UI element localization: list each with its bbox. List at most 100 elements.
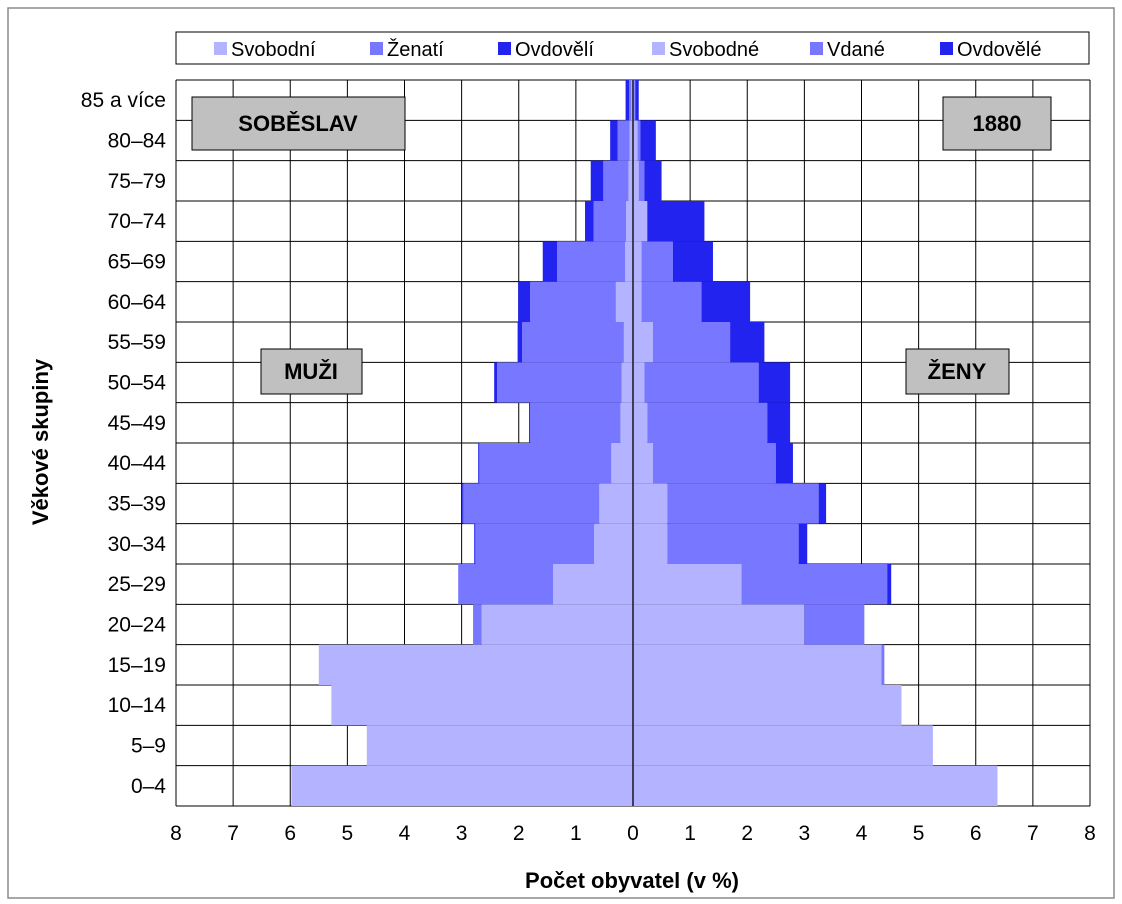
bar-women-2-7 — [818, 483, 827, 524]
legend-label: Vdané — [827, 39, 885, 61]
bar-men-0-3 — [318, 644, 633, 685]
y-tick-label: 80–84 — [108, 130, 167, 153]
y-tick-label: 5–9 — [131, 735, 166, 758]
bar-women-1-12 — [641, 281, 702, 322]
bar-men-2-13 — [542, 241, 558, 282]
x-tick-label: 5 — [342, 822, 354, 845]
y-tick-label: 25–29 — [108, 573, 166, 596]
bar-women-0-15 — [633, 160, 639, 201]
bar-women-0-14 — [633, 201, 648, 242]
year-label-bg — [942, 96, 1052, 151]
legend-box — [175, 31, 1090, 65]
x-tick-label: 5 — [913, 822, 925, 845]
bar-men-1-9 — [530, 402, 621, 443]
bar-men-2-17 — [625, 80, 630, 121]
year-label: 1880 — [973, 111, 1022, 136]
bar-men-1-11 — [522, 322, 624, 363]
bar-women-2-11 — [730, 322, 765, 363]
men-label-box: MUŽI — [260, 348, 363, 395]
bar-women-0-13 — [633, 241, 642, 282]
bar-men-0-2 — [331, 685, 633, 726]
y-tick-label: 75–79 — [108, 170, 166, 193]
bar-men-0-1 — [366, 725, 633, 766]
bar-men-2-6 — [474, 523, 476, 564]
x-tick-labels: 8 7 6 5 4 3 2 1 0 1 2 3 4 5 6 7 8 — [170, 822, 1096, 845]
x-tick-label: 8 — [170, 822, 182, 845]
bar-men-0-10 — [621, 362, 633, 403]
bar-women-1-16 — [637, 120, 641, 161]
bar-women-0-12 — [633, 281, 642, 322]
bar-men-1-4 — [473, 604, 482, 645]
bar-women-2-15 — [644, 160, 662, 201]
y-tick-label: 85 a více — [81, 89, 166, 112]
bar-women-2-8 — [775, 443, 793, 484]
bar-men-2-8 — [478, 443, 480, 484]
y-tick-label: 50–54 — [108, 372, 167, 395]
bar-men-2-12 — [518, 281, 531, 322]
bar-women-1-11 — [652, 322, 731, 363]
y-tick-labels: 0–4 5–9 10–14 15–19 20–24 25–29 30–34 35–39 40–4… — [81, 89, 167, 798]
bar-men-0-4 — [481, 604, 633, 645]
legend-items: Svobodní Ženatí Ovdovělí Svobodné Vdané Ovdov… — [214, 38, 1042, 61]
bar-men-0-7 — [599, 483, 633, 524]
bar-men-1-14 — [593, 201, 627, 242]
bar-men-0-9 — [620, 402, 633, 443]
bar-men-1-5 — [458, 564, 554, 605]
legend-swatch — [370, 42, 383, 55]
bar-women-0-4 — [633, 604, 805, 645]
y-tick-label: 30–34 — [108, 533, 167, 556]
y-tick-label: 0–4 — [131, 775, 166, 798]
bar-women-1-8 — [652, 443, 776, 484]
bar-men-0-13 — [625, 241, 633, 282]
x-tick-label: 0 — [627, 822, 639, 845]
bar-women-1-15 — [638, 160, 645, 201]
x-tick-label: 4 — [399, 822, 411, 845]
x-tick-label: 6 — [970, 822, 982, 845]
bar-men-0-15 — [628, 160, 633, 201]
bar-men-2-10 — [494, 362, 498, 403]
bar-women-0-11 — [633, 322, 653, 363]
bar-women-2-13 — [672, 241, 713, 282]
x-tick-label: 2 — [741, 822, 753, 845]
bar-women-1-5 — [741, 564, 888, 605]
x-tick-label: 7 — [227, 822, 239, 845]
bar-men-0-0 — [291, 765, 633, 806]
bar-women-0-0 — [633, 765, 998, 806]
bar-men-0-5 — [553, 564, 633, 605]
men-label-bg — [260, 348, 363, 395]
year-label-box: 1880 — [942, 96, 1052, 151]
bar-women-1-3 — [881, 644, 885, 685]
x-tick-label: 4 — [856, 822, 868, 845]
bar-women-2-6 — [798, 523, 808, 564]
bar-women-2-9 — [767, 402, 791, 443]
bar-women-0-2 — [633, 685, 902, 726]
bar-women-1-9 — [647, 402, 768, 443]
y-tick-label: 10–14 — [108, 694, 167, 717]
legend-label: Svobodní — [231, 39, 316, 61]
bar-women-0-9 — [633, 402, 648, 443]
bar-women-2-5 — [887, 564, 892, 605]
x-tick-label: 1 — [684, 822, 696, 845]
place-label-bg — [191, 96, 406, 151]
x-tick-label: 7 — [1027, 822, 1039, 845]
bars-group — [291, 80, 998, 806]
legend-swatch — [940, 42, 953, 55]
bar-men-2-7 — [462, 483, 464, 524]
bar-women-0-1 — [633, 725, 933, 766]
legend-swatch — [214, 42, 227, 55]
x-axis-title: Počet obyvatel (v %) — [525, 868, 739, 893]
bar-women-2-10 — [758, 362, 791, 403]
x-tick-label: 3 — [799, 822, 811, 845]
bar-men-0-11 — [623, 322, 633, 363]
place-label-box: SOBĚSLAV — [191, 96, 406, 151]
x-tick-label: 6 — [284, 822, 296, 845]
bar-men-0-6 — [594, 523, 633, 564]
y-tick-label: 40–44 — [108, 452, 167, 475]
legend-swatch — [810, 42, 823, 55]
women-label: ŽENY — [928, 359, 987, 384]
bar-men-2-14 — [585, 201, 594, 242]
x-tick-label: 3 — [456, 822, 468, 845]
bar-men-0-17 — [631, 80, 633, 121]
bar-men-1-6 — [475, 523, 595, 564]
